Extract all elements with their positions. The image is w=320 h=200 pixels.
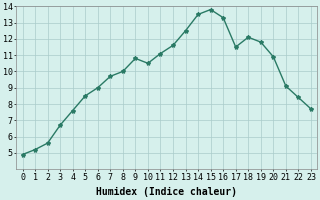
X-axis label: Humidex (Indice chaleur): Humidex (Indice chaleur) (96, 187, 237, 197)
